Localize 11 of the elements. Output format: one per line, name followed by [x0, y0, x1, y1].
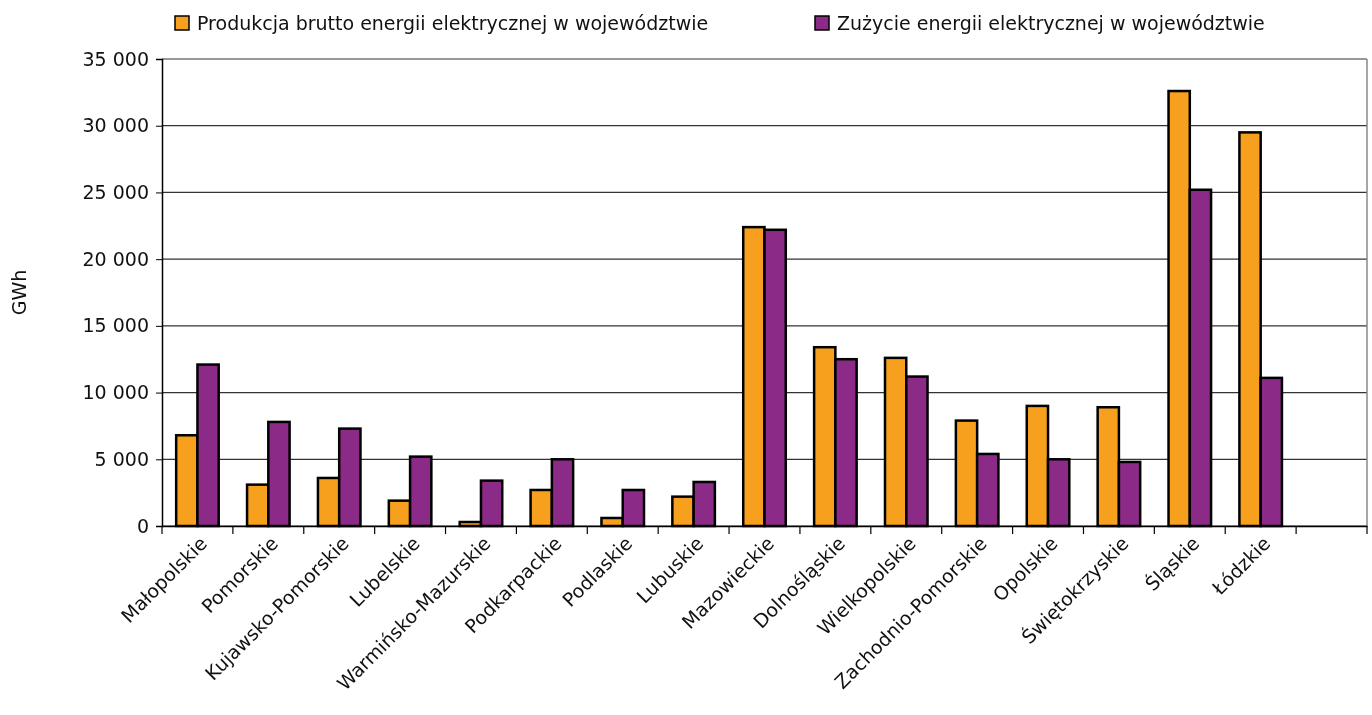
y-tick-label: 5 000 — [94, 447, 149, 470]
y-tick-label: 0 — [136, 514, 149, 537]
y-tick-label: 10 000 — [82, 381, 149, 404]
legend-label: Zużycie energii elektrycznej w województwie — [837, 12, 1265, 34]
y-tick-label: 25 000 — [82, 181, 149, 204]
y-tick-label: 20 000 — [82, 247, 149, 270]
legend-label: Produkcja brutto energii elektrycznej w województwie — [197, 12, 709, 34]
y-tick-label: 30 000 — [82, 114, 149, 137]
y-axis-title: GWh — [8, 269, 30, 316]
y-tick-label: 15 000 — [82, 314, 149, 337]
y-tick-label: 35 000 — [82, 47, 149, 70]
